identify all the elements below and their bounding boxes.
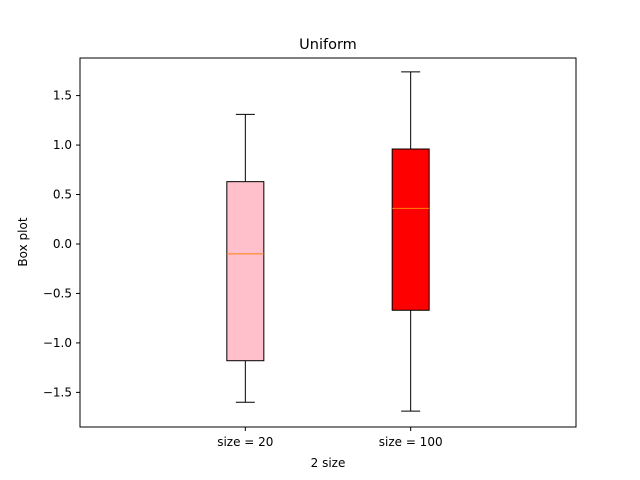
x-axis-label: 2 size	[311, 456, 346, 470]
axes-frame	[79, 57, 577, 428]
y-tick-label: 1.5	[53, 89, 72, 103]
y-tick-label: 0.5	[53, 188, 72, 202]
box	[226, 181, 265, 362]
y-tick-label: −1.5	[43, 385, 72, 399]
box	[391, 148, 430, 311]
x-tick-label: size = 100	[379, 435, 443, 449]
y-tick-label: 0.0	[53, 237, 72, 251]
y-tick-label: 1.0	[53, 138, 72, 152]
y-tick-label: −0.5	[43, 286, 72, 300]
chart-title: Uniform	[299, 37, 357, 53]
y-tick-label: −1.0	[43, 336, 72, 350]
plot-area: −1.5 −1.0 −0.5 0.0 0.5 1.0 1.5 size = 20 size = …	[43, 71, 443, 449]
y-axis-label: Box plot	[16, 217, 30, 266]
x-tick-label: size = 20	[217, 435, 273, 449]
